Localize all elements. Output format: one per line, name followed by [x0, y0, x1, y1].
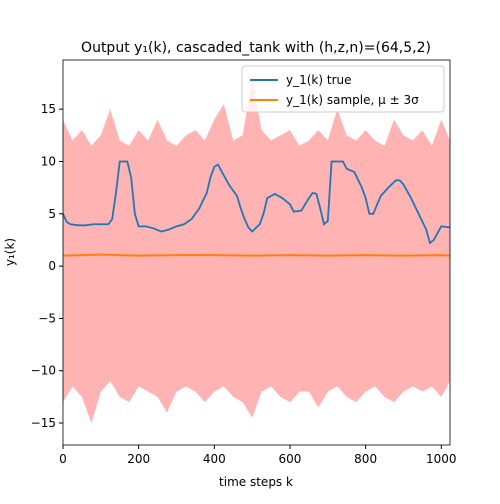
x-tick-label: 0 [59, 452, 67, 466]
legend-label: y_1(k) sample, μ ± 3σ [286, 93, 419, 107]
y-axis-label: y₁(k) [3, 238, 17, 266]
y-tick-label: 5 [48, 207, 56, 221]
x-axis-label: time steps k [219, 475, 293, 489]
legend-box [241, 65, 445, 113]
series-line [62, 253, 451, 257]
series-line [62, 160, 451, 245]
confidence-band [63, 77, 450, 424]
y-tick-label: −5 [38, 311, 56, 325]
x-tick-label: 1000 [426, 452, 457, 466]
x-tick-label: 600 [279, 452, 302, 466]
chart-title: Output y₁(k), cascaded_tank with (h,z,n)… [81, 40, 431, 56]
y-tick-label: 0 [48, 259, 56, 273]
y-tick-label: −15 [31, 416, 56, 430]
y-tick-label: −10 [31, 364, 56, 378]
x-tick-label: 800 [354, 452, 377, 466]
y-tick-label: 15 [41, 102, 56, 116]
y-tick-label: 10 [41, 154, 56, 168]
legend-label: y_1(k) true [286, 73, 352, 87]
plot-frame [62, 59, 451, 446]
x-tick-label: 200 [127, 452, 150, 466]
x-tick-label: 400 [203, 452, 226, 466]
